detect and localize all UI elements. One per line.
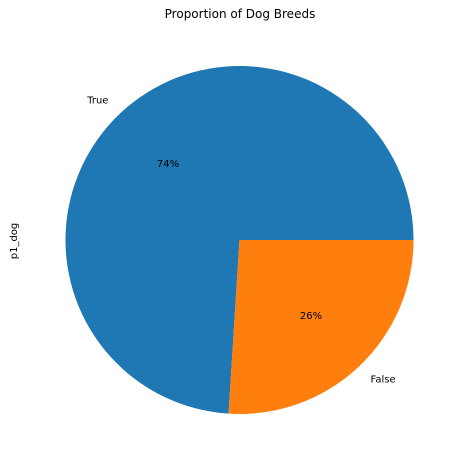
pie-slice-true [65,65,414,414]
chart-title: Proportion of Dog Breeds [165,7,316,21]
category-label-true: True [86,95,108,106]
pie-slices [65,65,414,414]
pie-slice-false [228,240,414,414]
pie-labels: True 74% False 26% [86,95,395,385]
percent-label-true: 74% [157,159,179,170]
percent-label-false: 26% [300,311,322,322]
category-label-false: False [371,375,396,386]
y-axis-label: p1_dog [9,223,20,260]
